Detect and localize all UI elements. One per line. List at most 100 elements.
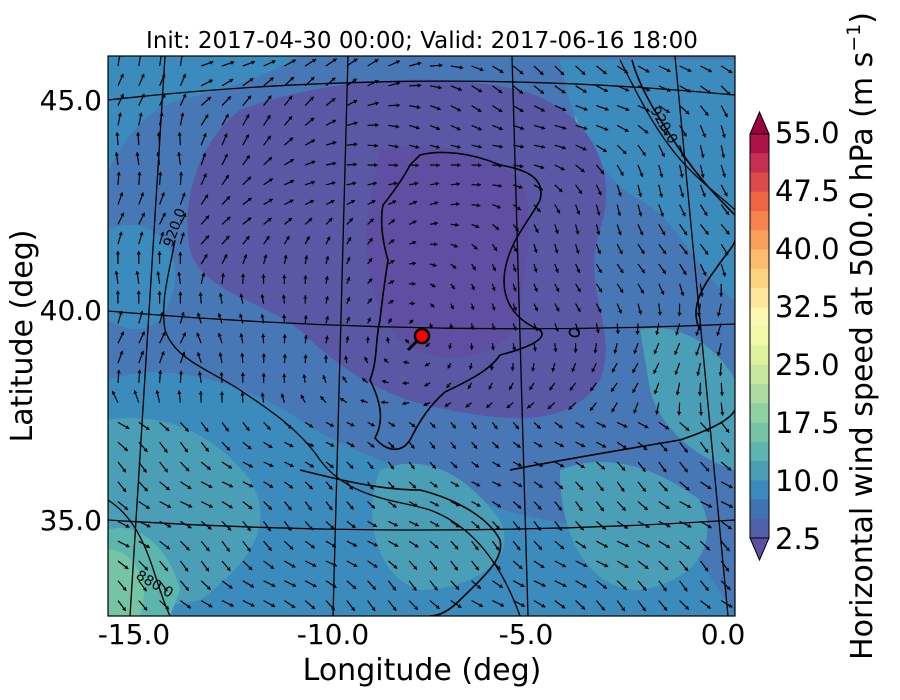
wind-vector-head	[282, 334, 287, 338]
wind-vector-head	[247, 176, 251, 181]
wind-vector-head	[611, 408, 616, 413]
wind-vector-head	[722, 272, 727, 277]
wind-vector-head	[207, 97, 211, 101]
wind-vector-head	[578, 189, 582, 194]
wind-vector-head	[308, 485, 313, 490]
wind-vector-head	[512, 287, 517, 292]
wind-vector-head	[289, 159, 294, 163]
wind-vector-head	[675, 391, 680, 396]
wind-vector-head	[489, 366, 495, 371]
wind-vector-head	[185, 546, 190, 551]
wind-vector-head	[410, 444, 415, 449]
wind-vector-head	[457, 144, 461, 149]
wind-vector-head	[642, 487, 646, 492]
wind-vector-head	[229, 483, 233, 488]
wind-vector-head	[303, 335, 308, 339]
wind-vector-head	[340, 398, 345, 402]
wind-vector-head	[497, 482, 502, 487]
wind-vector-head	[604, 88, 608, 92]
wind-vector-head	[374, 80, 379, 84]
wind-vector-head	[602, 423, 606, 428]
wind-vector-head	[472, 424, 477, 429]
wind-vector-head	[201, 272, 206, 277]
wind-vector-head	[453, 566, 458, 571]
x-axis-label: Longitude (deg)	[303, 653, 542, 688]
wind-vector-head	[180, 112, 185, 117]
wind-vector-head	[575, 328, 580, 333]
wind-vector-head	[721, 154, 726, 158]
wind-vector-head	[664, 566, 669, 570]
wind-vector-head	[142, 587, 147, 592]
wind-vector-head	[725, 567, 729, 572]
wind-vector-head	[533, 249, 538, 253]
wind-vector-head	[410, 465, 415, 469]
wind-vector-head	[226, 446, 230, 451]
wind-vector-head	[368, 258, 373, 263]
wind-vector-head	[123, 447, 128, 451]
wind-vector-head	[435, 605, 440, 609]
wind-vector-head	[351, 606, 355, 611]
wind-vector-head	[457, 163, 461, 168]
wind-vector-head	[350, 443, 355, 447]
wind-vector-head	[555, 307, 560, 312]
wind-vector-head	[247, 95, 252, 100]
wind-vector-head	[260, 294, 265, 298]
wind-vector-head	[704, 567, 709, 572]
wind-vector-head	[518, 184, 523, 189]
wind-vector-head	[120, 331, 125, 336]
wind-vector-head	[472, 266, 476, 271]
wind-vector-head	[539, 71, 544, 75]
wind-vector-head	[708, 503, 713, 508]
wind-vector-head	[645, 107, 650, 112]
contour-line	[108, 499, 171, 616]
wind-vector-head	[590, 387, 594, 391]
wind-vector-head	[394, 144, 399, 149]
wind-vector-head	[615, 330, 620, 334]
wind-vector-head	[412, 281, 416, 286]
wind-vector-head	[263, 254, 268, 259]
wind-vector-head	[675, 331, 680, 336]
wind-vector-head	[434, 544, 439, 549]
colorbar-tick-label: 10.0	[775, 464, 840, 498]
wind-vector-head	[657, 311, 662, 316]
wind-vector-head	[368, 278, 373, 283]
wind-vector-head	[700, 173, 705, 178]
wind-vector-head	[403, 360, 407, 365]
wind-vector-head	[677, 312, 682, 317]
wind-vector-head	[492, 267, 497, 272]
wind-vector-head	[156, 271, 161, 275]
wind-vector-head	[547, 405, 552, 409]
wind-vector-head	[538, 186, 543, 191]
wind-vector-head	[282, 373, 287, 378]
wind-vector-head	[395, 60, 400, 65]
wind-vector-head	[122, 488, 127, 492]
wind-vector-head	[142, 468, 147, 473]
wind-vector-head	[245, 236, 250, 240]
wind-vector-head	[393, 564, 398, 569]
wind-vector-head	[602, 443, 607, 448]
wind-vector-head	[372, 523, 377, 527]
wind-vector-head	[449, 325, 454, 330]
wind-vector-head	[325, 315, 330, 320]
wind-vector-head	[455, 222, 459, 227]
wind-vector-head	[559, 485, 563, 489]
wind-vector-head	[558, 424, 563, 429]
wind-vector-head	[439, 63, 443, 68]
wind-vector-head	[330, 525, 334, 529]
wind-vector-head	[412, 586, 417, 591]
wind-vector-head	[224, 427, 229, 432]
wind-vector-head	[309, 96, 314, 101]
wind-vector-head	[332, 161, 337, 166]
wind-vector-head	[393, 522, 398, 527]
map-frame	[107, 55, 736, 617]
wind-vector-head	[578, 507, 583, 511]
wind-vector-head	[115, 251, 121, 255]
wind-vector-head	[227, 96, 231, 101]
meridian	[129, 56, 166, 616]
wind-vector-head	[385, 337, 391, 341]
wind-vector-head	[184, 427, 189, 432]
wind-vector-head	[266, 115, 271, 119]
wind-vector-head	[601, 465, 605, 470]
wind-vector-head	[367, 317, 371, 322]
wind-vector-head	[486, 403, 491, 408]
